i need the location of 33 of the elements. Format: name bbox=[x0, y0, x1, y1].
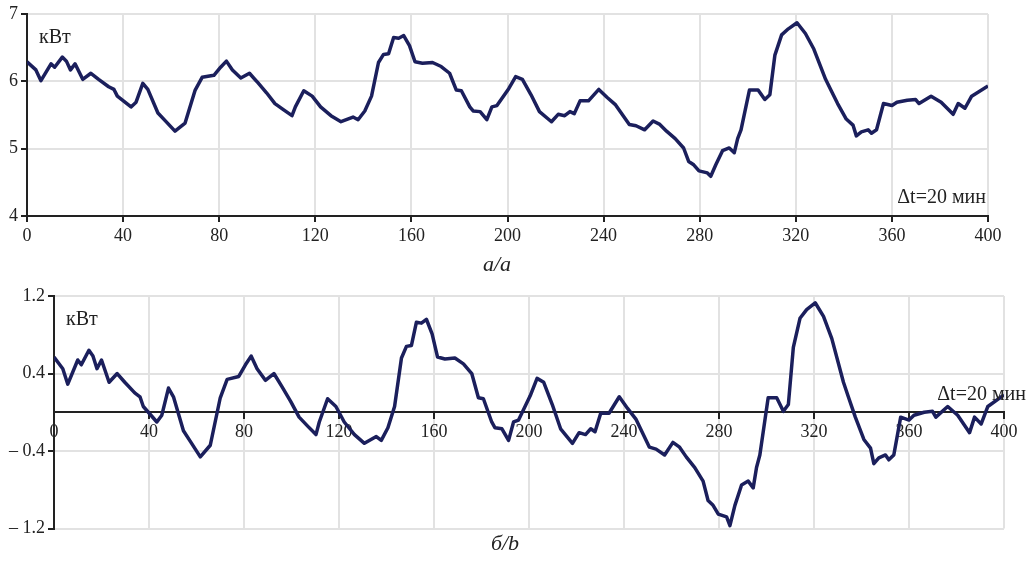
text: a/a bbox=[482, 250, 512, 276]
x-tick-label: 240 bbox=[610, 420, 638, 441]
text: б/b bbox=[490, 529, 520, 555]
annotation: Δt=20 мин bbox=[897, 185, 987, 208]
x-tick-label: 80 bbox=[210, 224, 229, 245]
y-axis-title: кВт bbox=[39, 25, 72, 48]
y-tick-label: 7 bbox=[9, 2, 18, 23]
x-tick-label: 320 bbox=[800, 420, 828, 441]
x-tick-label: 400 bbox=[974, 224, 1002, 245]
x-tick-label: 120 bbox=[301, 224, 329, 245]
x-tick-label: 280 bbox=[686, 224, 714, 245]
x-tick-label: 40 bbox=[140, 420, 158, 441]
x-tick-label: 240 bbox=[590, 224, 618, 245]
x-tick-label: 280 bbox=[705, 420, 733, 441]
y-tick-label: – 1.2 bbox=[8, 517, 45, 538]
y-tick-label: 4 bbox=[9, 204, 18, 225]
y-tick-label: 0.4 bbox=[22, 362, 45, 383]
x-tick-label: 200 bbox=[515, 420, 543, 441]
y-axis-title: кВт bbox=[66, 307, 99, 330]
y-tick-label: 1.2 bbox=[22, 284, 45, 305]
y-tick-label: – 0.4 bbox=[8, 439, 45, 460]
x-tick-label: 320 bbox=[782, 224, 810, 245]
y-tick-label: 5 bbox=[9, 137, 18, 158]
x-tick-label: 200 bbox=[494, 224, 521, 245]
x-tick-label: 0 bbox=[22, 224, 32, 245]
y-tick-label: 6 bbox=[9, 70, 18, 91]
x-tick-label: 40 bbox=[114, 224, 133, 245]
annotation: Δt=20 мин bbox=[937, 381, 1027, 404]
x-tick-label: 160 bbox=[420, 420, 448, 441]
x-tick-label: 80 bbox=[235, 420, 253, 441]
x-tick-label: 160 bbox=[397, 224, 425, 245]
x-tick-label: 360 bbox=[878, 224, 906, 245]
x-tick-label: 400 bbox=[990, 420, 1018, 441]
